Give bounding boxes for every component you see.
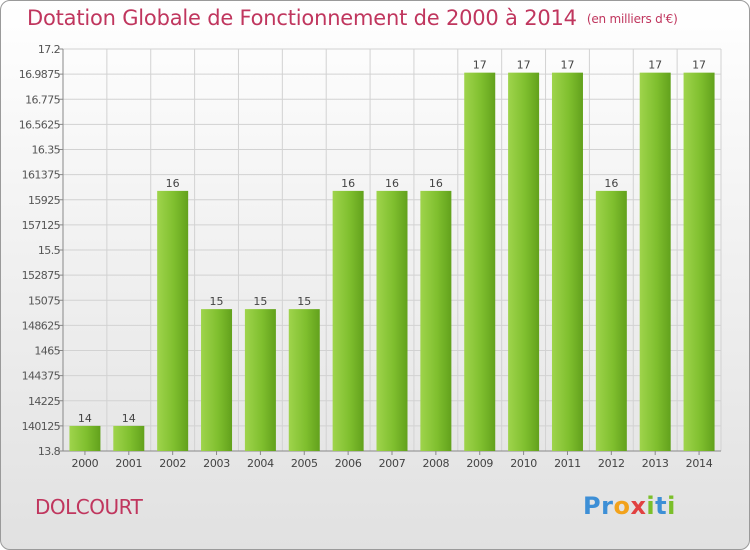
- bar: [464, 72, 496, 451]
- data-label: 16: [166, 177, 180, 190]
- y-tick-label: 15925: [28, 194, 61, 207]
- logo-letter: r: [601, 492, 614, 520]
- logo-letter: x: [630, 492, 647, 520]
- data-label: 15: [210, 295, 224, 308]
- y-tick-label: 152875: [22, 269, 61, 282]
- data-label: 17: [473, 59, 487, 72]
- title-text: Dotation Globale de Fonctionnement de 20…: [27, 6, 577, 30]
- bar: [157, 190, 189, 451]
- x-tick-label: 2009: [466, 457, 493, 470]
- x-tick-label: 2002: [159, 457, 186, 470]
- commune-name: DOLCOURT: [35, 495, 143, 519]
- logo-letter: i: [646, 492, 656, 520]
- y-tick-label: 16.9875: [19, 68, 61, 81]
- bar: [288, 309, 320, 451]
- data-label: 15: [297, 295, 311, 308]
- x-tick-label: 2005: [291, 457, 318, 470]
- y-tick-label: 140125: [22, 420, 61, 433]
- x-tick-label: 2001: [115, 457, 142, 470]
- logo-letter: i: [667, 492, 676, 520]
- y-tick-label: 161375: [22, 169, 61, 182]
- data-label: 16: [429, 177, 443, 190]
- bar: [639, 72, 671, 451]
- data-label: 16: [604, 177, 618, 190]
- y-tick-label: 15075: [28, 294, 61, 307]
- y-tick-label: 16.35: [32, 144, 61, 157]
- logo-letter: t: [655, 492, 668, 520]
- bar: [551, 72, 583, 451]
- data-label: 14: [122, 412, 136, 425]
- logo-letter: o: [613, 492, 631, 520]
- data-label: 15: [253, 295, 267, 308]
- y-tick-label: 13.8: [38, 445, 61, 458]
- bar: [376, 190, 408, 451]
- y-tick-label: 16.5625: [19, 118, 61, 131]
- x-tick-label: 2003: [203, 457, 230, 470]
- bar: [244, 309, 276, 451]
- x-tick-label: 2007: [379, 457, 406, 470]
- x-tick-label: 2008: [422, 457, 449, 470]
- bar: [113, 425, 145, 451]
- proxiti-logo: Proxiti: [583, 492, 676, 520]
- title-unit: (en milliers d'€): [586, 12, 678, 26]
- bar: [332, 190, 364, 451]
- bar: [420, 190, 452, 451]
- data-label: 14: [78, 412, 92, 425]
- y-tick-label: 148625: [22, 319, 61, 332]
- bar: [69, 425, 101, 451]
- chart-title: Dotation Globale de Fonctionnement de 20…: [27, 6, 678, 30]
- x-tick-label: 2012: [598, 457, 625, 470]
- x-tick-label: 2011: [554, 457, 581, 470]
- y-tick-label: 14225: [28, 395, 61, 408]
- x-tick-label: 2004: [247, 457, 274, 470]
- data-label: 17: [517, 59, 531, 72]
- bar: [595, 190, 627, 451]
- x-tick-label: 2000: [72, 457, 99, 470]
- data-label: 17: [560, 59, 574, 72]
- data-label: 17: [648, 59, 662, 72]
- bar: [508, 72, 540, 451]
- x-tick-label: 2006: [335, 457, 362, 470]
- bar: [683, 72, 715, 451]
- y-tick-label: 157125: [22, 219, 61, 232]
- x-tick-label: 2013: [642, 457, 669, 470]
- y-tick-label: 15.5: [38, 244, 61, 257]
- data-label: 17: [692, 59, 706, 72]
- bar: [201, 309, 233, 451]
- x-tick-label: 2014: [686, 457, 713, 470]
- data-label: 16: [385, 177, 399, 190]
- data-label: 16: [341, 177, 355, 190]
- x-tick-label: 2010: [510, 457, 537, 470]
- y-tick-label: 16.775: [25, 93, 60, 106]
- y-tick-label: 17.2: [38, 43, 60, 56]
- y-tick-label: 1465: [34, 345, 60, 358]
- logo-letter: P: [583, 492, 602, 520]
- y-tick-label: 144375: [22, 370, 61, 383]
